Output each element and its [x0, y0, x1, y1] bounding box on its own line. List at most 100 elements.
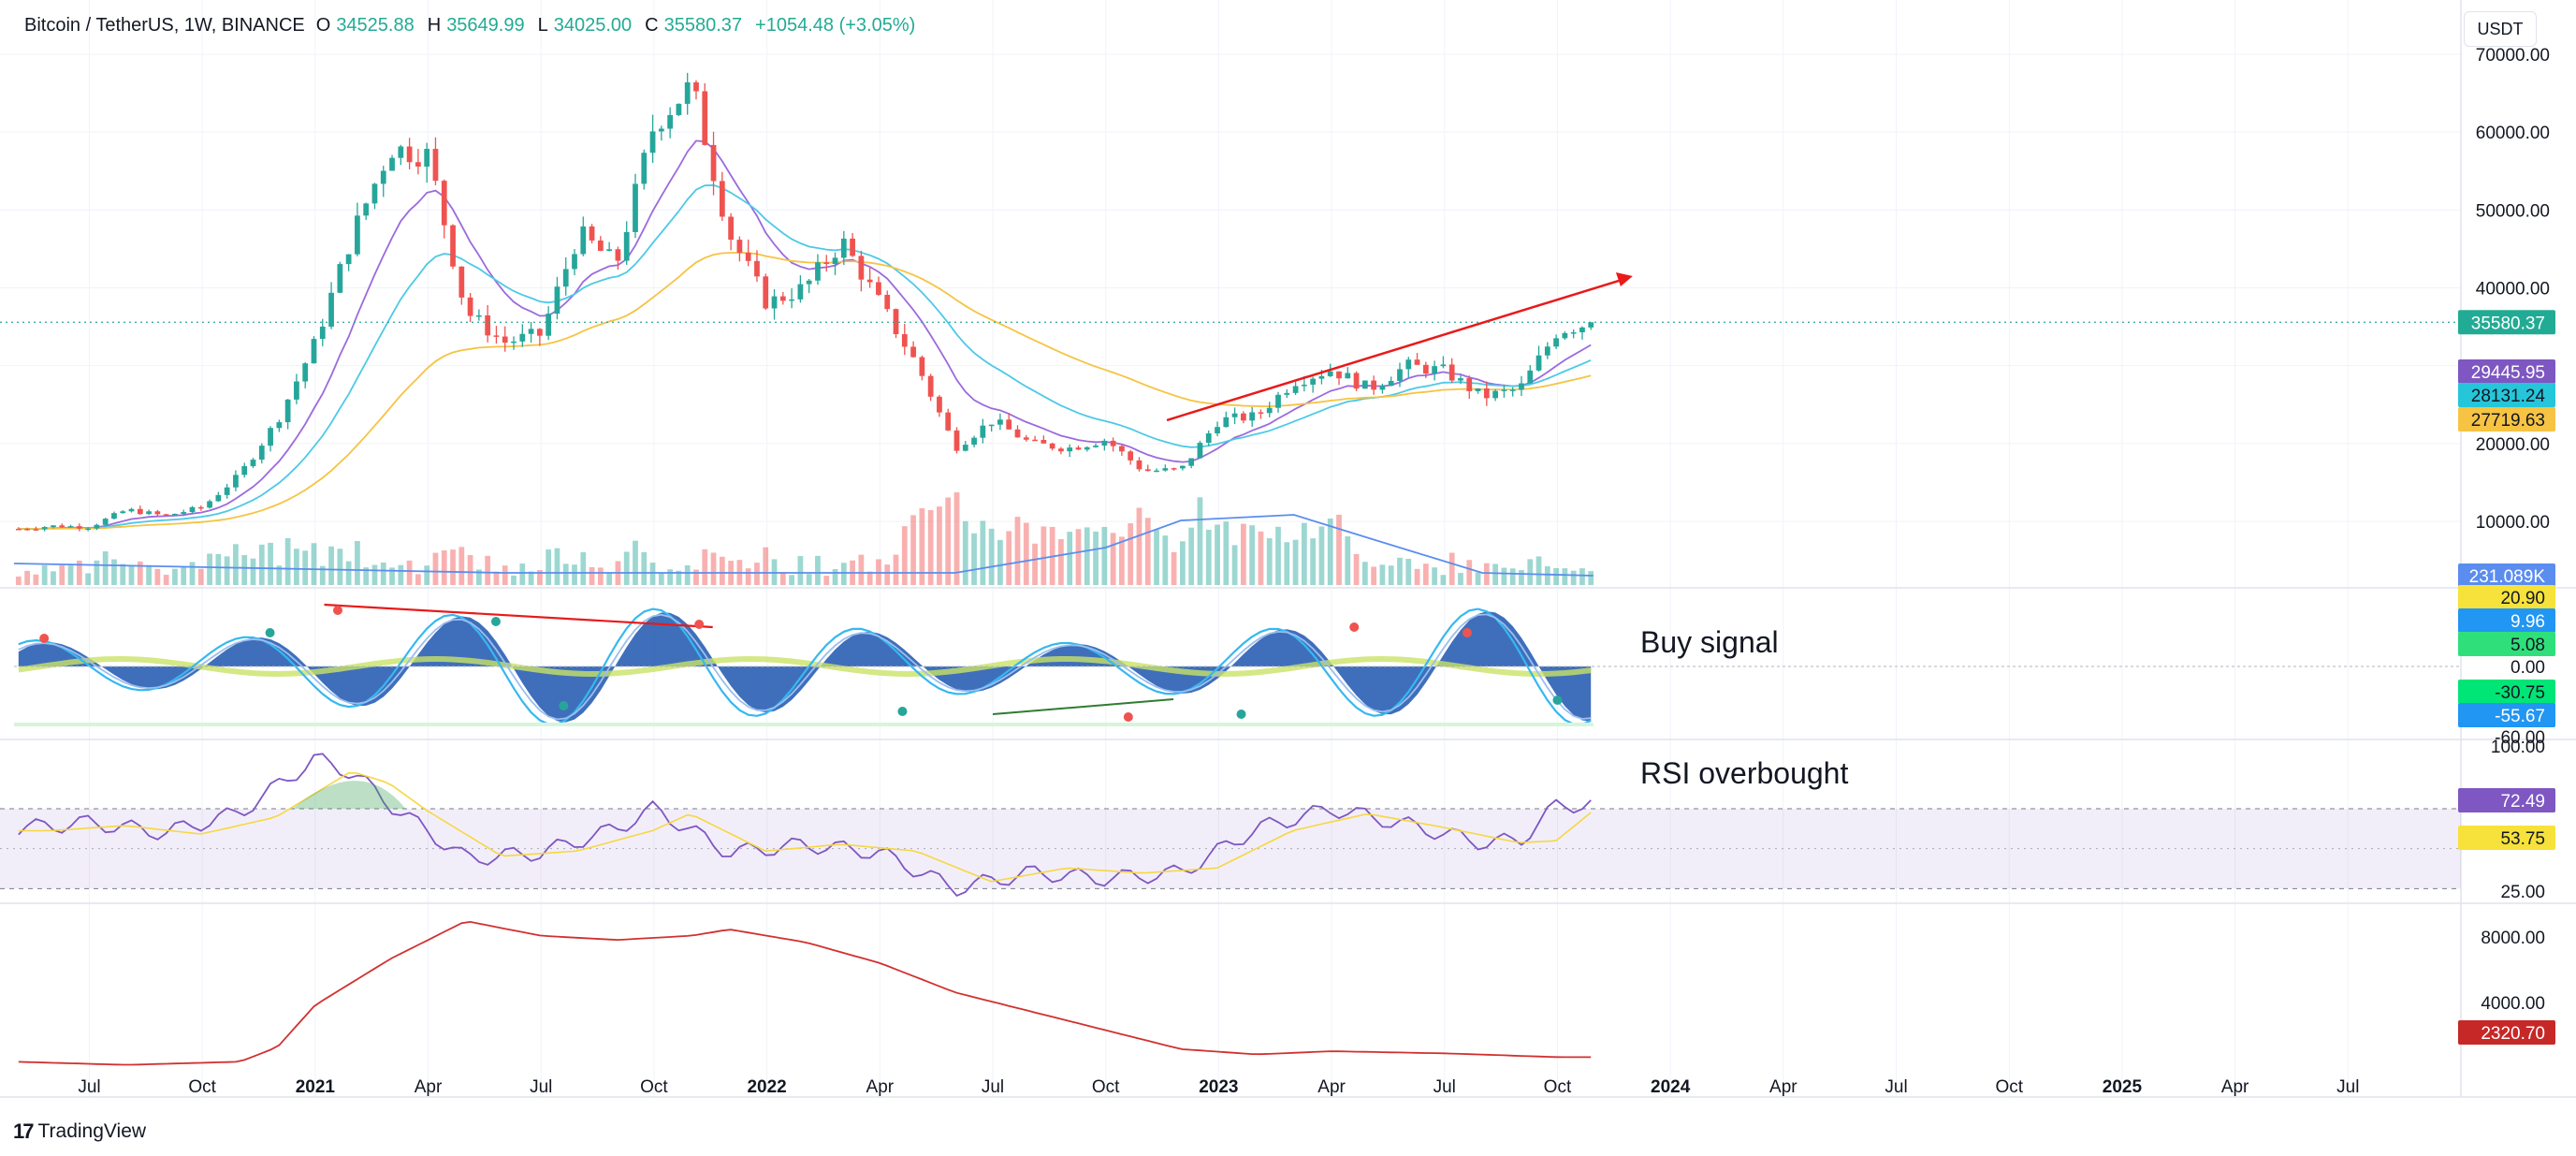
bottom-indicator-pane[interactable]: [18, 920, 1592, 1066]
price-axis[interactable]: 70000.0060000.0050000.0040000.0030000.00…: [2458, 46, 2555, 1045]
signal-dot-8: [1236, 710, 1246, 719]
rsi-ma-tag: 53.75: [2500, 829, 2545, 849]
volume-bar-112: [988, 528, 995, 585]
divergence-line-top: [324, 603, 713, 629]
volume-bar-118: [1041, 526, 1047, 585]
time-tick-label: Jul: [1434, 1077, 1456, 1097]
volume-bar-21: [197, 568, 204, 585]
symbol-header[interactable]: Bitcoin / TetherUS, 1W, BINANCE O 34525.8…: [24, 15, 915, 37]
candle-body-60: [536, 329, 543, 336]
candle-body-172: [1509, 389, 1516, 391]
volume-bar-55: [493, 571, 500, 585]
volume-bar-120: [1058, 539, 1064, 585]
price-tick-label: 20000.00: [2476, 435, 2550, 455]
volume-bar-1: [24, 570, 30, 585]
open-label: O: [315, 15, 331, 36]
price-tick-label: 50000.00: [2476, 201, 2550, 221]
buy-signal-annotation: Buy signal: [1640, 625, 1779, 659]
volume-bar-18: [172, 568, 178, 585]
volume-bar-11: [111, 559, 117, 585]
oscillator-pane[interactable]: [14, 603, 2461, 726]
volume-bar-9: [94, 560, 100, 585]
volume-bar-136: [1197, 497, 1203, 585]
volume-bar-75: [667, 569, 674, 585]
volume-bar-126: [1110, 533, 1116, 585]
bottom-top-label: 8000.00: [2481, 929, 2545, 948]
candle-body-152: [1336, 371, 1342, 379]
candle-body-163: [1432, 366, 1438, 374]
candle-body-112: [988, 424, 995, 427]
volume-bar-169: [1483, 563, 1490, 585]
candle-body-43: [389, 157, 395, 171]
candle-body-167: [1466, 378, 1473, 391]
candle-body-22: [207, 501, 212, 508]
candle-body-107: [945, 412, 952, 431]
candle-body-174: [1527, 370, 1534, 384]
volume-bar-122: [1075, 529, 1082, 585]
candle-body-80: [710, 144, 717, 182]
candle-body-157: [1379, 386, 1386, 390]
signal-dot-5: [694, 620, 705, 629]
volume-bar-70: [623, 551, 630, 585]
volume-bar-124: [1093, 531, 1099, 585]
volume-bar-72: [641, 551, 648, 585]
candle-body-86: [763, 276, 769, 309]
time-axis[interactable]: Jul Oct 2021 Apr Jul Oct 2022 Apr Jul Oct 2023 Apr J…: [78, 1077, 2359, 1097]
candle-body-166: [1458, 378, 1463, 381]
trend-arrow[interactable]: [1166, 272, 1633, 422]
candle-body-78: [693, 81, 699, 92]
candle-body-180: [1579, 327, 1585, 333]
volume-bar-48: [432, 552, 439, 585]
tradingview-logo-icon: 17: [13, 1119, 35, 1143]
symbol-title[interactable]: Bitcoin / TetherUS, 1W, BINANCE: [24, 15, 305, 36]
low-value: 34025.00: [553, 15, 633, 36]
candle-body-26: [241, 466, 248, 476]
volume-bar-180: [1579, 568, 1585, 585]
candle-body-100: [884, 294, 891, 310]
candle-body-159: [1397, 369, 1403, 381]
candle-body-37: [337, 264, 343, 293]
candle-body-58: [519, 333, 526, 342]
volume-bar-77: [684, 564, 691, 585]
volume-bar-84: [745, 568, 751, 585]
volume-bar-90: [797, 556, 804, 585]
volume-bar-170: [1492, 563, 1498, 585]
candle-body-45: [406, 146, 413, 163]
candle-body-29: [268, 428, 273, 446]
candle-body-44: [398, 146, 404, 158]
candlesticks[interactable]: [15, 72, 1594, 532]
volume-bar-27: [250, 558, 256, 585]
currency-button[interactable]: USDT: [2464, 11, 2537, 47]
volume-bar-151: [1327, 519, 1333, 585]
candle-body-85: [754, 260, 760, 277]
rsi-tag-bg: [2458, 788, 2555, 812]
volume-bar-113: [997, 539, 1003, 585]
price-tick-label: 40000.00: [2476, 280, 2550, 300]
rsi-pane[interactable]: [0, 753, 2461, 897]
candle-body-101: [893, 309, 899, 335]
time-tick-label: 2024: [1651, 1077, 1691, 1097]
candle-body-0: [15, 528, 22, 531]
volume-bar-160: [1405, 559, 1412, 585]
volume-bar-2: [33, 574, 39, 585]
volume-bar-78: [693, 569, 699, 585]
candle-body-126: [1110, 440, 1116, 446]
volume-bar-30: [276, 565, 283, 585]
volume-bar-127: [1119, 536, 1125, 585]
candle-body-149: [1310, 378, 1317, 385]
volume-bar-73: [649, 563, 656, 585]
volume-bar-106: [937, 506, 942, 585]
candle-body-2: [33, 529, 39, 531]
candle-body-87: [771, 296, 778, 309]
volume-bar-7: [76, 560, 82, 585]
volume-bar-148: [1301, 522, 1307, 585]
rsi-ma-tag-bg: [2458, 826, 2555, 850]
candle-body-117: [1032, 439, 1038, 442]
rsi-band-fill: [0, 809, 2461, 889]
tradingview-logo[interactable]: 17 TradingView: [13, 1119, 146, 1144]
grid-lines: [0, 0, 2576, 1098]
candle-body-145: [1275, 394, 1281, 408]
candle-body-139: [1223, 417, 1230, 428]
candle-body-115: [1014, 429, 1021, 438]
